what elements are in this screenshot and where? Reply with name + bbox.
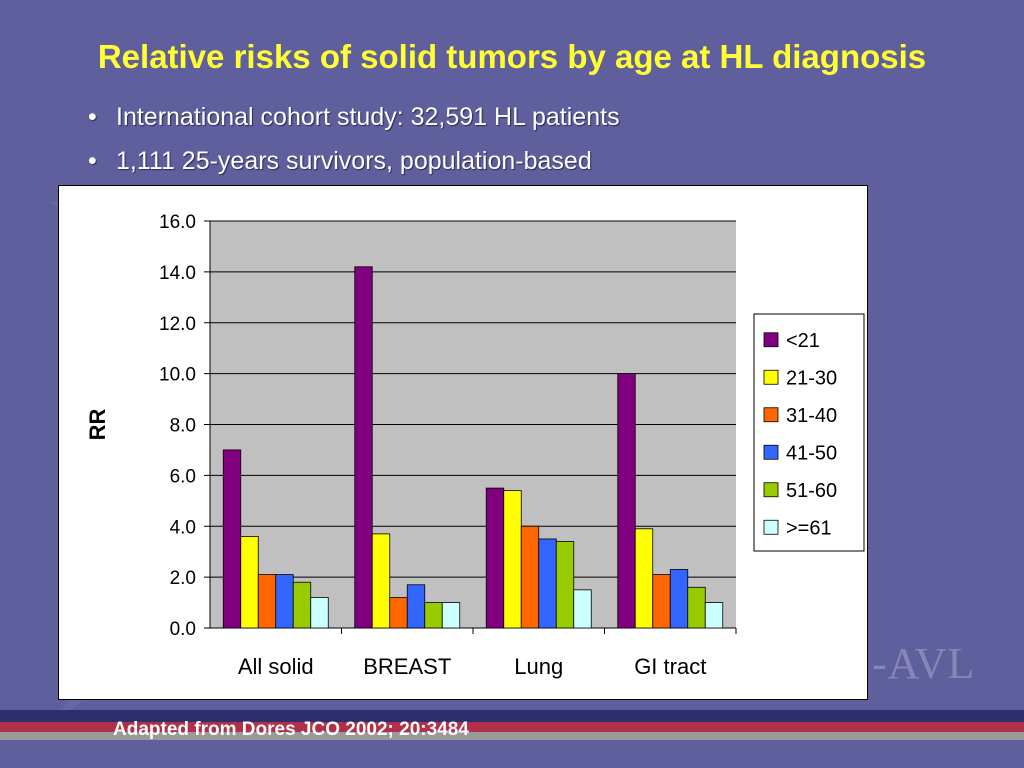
- bar: [310, 597, 329, 629]
- bar: [520, 525, 540, 629]
- bar: [503, 490, 522, 629]
- footer-stripes: [0, 710, 1024, 768]
- bullet-marker: •: [88, 147, 97, 175]
- legend-box: [753, 313, 865, 552]
- bar: [292, 581, 312, 629]
- legend-label: 41-50: [786, 442, 837, 464]
- bar: [424, 602, 443, 629]
- bullet-list: • International cohort study: 32,591 HL p…: [88, 100, 620, 188]
- y-axis-title: RR: [85, 409, 110, 441]
- stripe-gray: [0, 732, 1024, 740]
- legend-swatch: [763, 332, 779, 348]
- y-tick-label: 8.0: [170, 416, 196, 437]
- bullet-marker: •: [88, 103, 97, 131]
- legend-swatch: [763, 407, 779, 423]
- y-tick-label: 12.0: [159, 314, 196, 335]
- bar-chart: 0.0 2.0 4.0 6.0 8.0 10.0 12.0 14.0 16.0 RR All sol…: [85, 212, 865, 679]
- legend-label: 31-40: [786, 405, 837, 427]
- source-citation: Adapted from Dores JCO 2002; 20:3484: [113, 719, 469, 740]
- y-tick-label: 14.0: [159, 263, 196, 284]
- x-tick-label: Lung: [514, 654, 563, 679]
- stripe-red: [0, 722, 1024, 732]
- bar: [555, 541, 575, 629]
- y-tick-label: 4.0: [170, 517, 196, 538]
- bar: [704, 602, 724, 629]
- bar: [222, 449, 242, 629]
- bar: [354, 266, 373, 629]
- y-tick-label: 2.0: [170, 568, 196, 589]
- bar: [275, 574, 294, 629]
- y-tick-label: 6.0: [170, 466, 196, 487]
- bullet-text: International cohort study: 32,591 HL pa…: [116, 103, 620, 131]
- avl-watermark: -AVL: [872, 639, 976, 688]
- legend-label: 21-30: [786, 367, 837, 389]
- bar: [441, 602, 461, 629]
- bar: [617, 373, 636, 629]
- bullet-text: 1,111 25-years survivors, population-bas…: [116, 147, 592, 175]
- bar: [573, 589, 592, 629]
- x-tick-label: All solid: [238, 654, 314, 679]
- bar: [687, 586, 706, 629]
- bar: [634, 528, 654, 629]
- bar: [485, 487, 505, 629]
- legend-label: >=61: [786, 517, 832, 539]
- bar: [652, 574, 671, 629]
- legend-swatch: [763, 482, 779, 498]
- stripe-navy: [0, 710, 1024, 722]
- bullet-item: • 1,111 25-years survivors, population-ba…: [88, 144, 620, 188]
- legend-swatch: [763, 444, 779, 460]
- bar: [389, 597, 408, 629]
- bar: [669, 569, 689, 629]
- legend-swatch: [763, 369, 779, 385]
- x-tick-label: BREAST: [363, 654, 451, 679]
- y-tick-label: 16.0: [159, 212, 196, 233]
- legend-label: 51-60: [786, 480, 837, 502]
- bullet-item: • International cohort study: 32,591 HL p…: [88, 100, 620, 144]
- bar: [371, 533, 391, 629]
- bar: [406, 584, 426, 629]
- slide-title: Relative risks of solid tumors by age at…: [97, 38, 927, 75]
- bar: [240, 536, 259, 629]
- y-tick-label: 10.0: [159, 365, 196, 386]
- y-tick-label: 0.0: [170, 619, 196, 640]
- bar: [538, 538, 557, 629]
- x-tick-label: GI tract: [634, 654, 706, 679]
- legend-swatch: [763, 519, 779, 535]
- chart-panel: 0.0 2.0 4.0 6.0 8.0 10.0 12.0 14.0 16.0 RR All sol…: [58, 185, 868, 700]
- legend-label: <21: [786, 330, 820, 352]
- bar: [257, 574, 277, 629]
